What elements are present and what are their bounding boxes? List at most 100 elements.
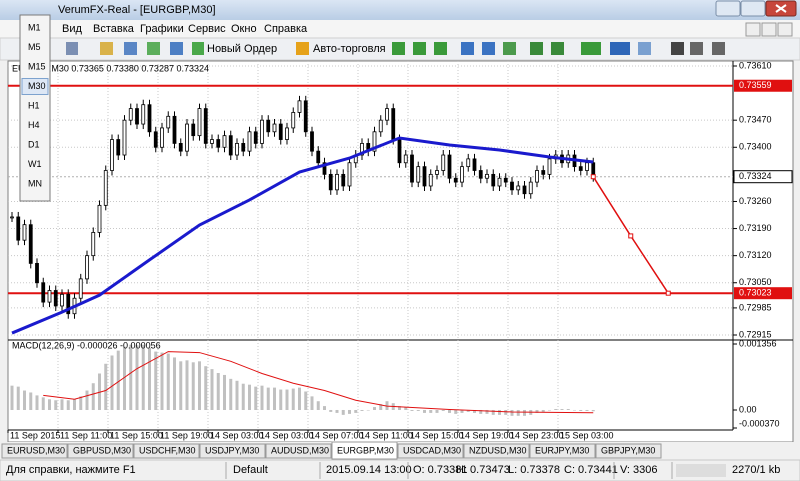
candle-body	[478, 170, 483, 179]
tool-icon[interactable]	[434, 42, 447, 55]
timeframe-item[interactable]: D1	[28, 139, 40, 149]
macd-bar	[98, 373, 101, 410]
tool-icon[interactable]	[170, 42, 183, 55]
timeframe-item[interactable]: H1	[28, 100, 40, 110]
tool-icon[interactable]	[147, 42, 160, 55]
timeframe-item[interactable]: M15	[28, 61, 46, 71]
timeframe-item[interactable]: MN	[28, 178, 42, 188]
tab-label[interactable]: EURGBP,M30	[337, 445, 394, 455]
macd-bar	[123, 346, 126, 410]
price-label: 0.73400	[739, 142, 772, 152]
tab-label[interactable]: EURUSD,M30	[7, 445, 65, 455]
tab-label[interactable]: NZDUSD,M30	[469, 445, 527, 455]
tool-icon[interactable]	[124, 42, 137, 55]
timeframe-item[interactable]: M5	[28, 42, 41, 52]
tab-label[interactable]: AUDUSD,M30	[271, 445, 329, 455]
menu-item[interactable]: Справка	[264, 23, 308, 35]
timeframe-item[interactable]: H4	[28, 120, 40, 130]
autotrading-button[interactable]: Авто-торговля	[313, 43, 386, 55]
time-label: 11 Sep 19:00	[160, 430, 213, 440]
mdi-close[interactable]	[777, 22, 793, 37]
forecast-point	[665, 290, 671, 296]
tab-label[interactable]: USDCAD,M30	[403, 445, 461, 455]
menu-item[interactable]: Сервис	[188, 23, 226, 35]
tab[interactable]	[199, 443, 266, 459]
candle-body	[428, 173, 433, 187]
tool-icon[interactable]	[551, 42, 564, 55]
macd-bar	[410, 409, 414, 411]
candle-body	[453, 177, 458, 183]
tab[interactable]	[463, 443, 530, 459]
macd-bar	[566, 409, 570, 410]
mdi-restore[interactable]	[761, 22, 777, 37]
tab[interactable]	[529, 443, 596, 459]
price-label: 0.73050	[739, 277, 772, 287]
tool-icon[interactable]	[671, 42, 684, 55]
mdi-minimize[interactable]	[745, 22, 761, 37]
autotrading-icon[interactable]	[296, 42, 309, 55]
tool-icon[interactable]	[482, 42, 495, 55]
candle-body	[228, 135, 233, 156]
candle-body	[128, 108, 133, 121]
candle-body	[216, 139, 221, 148]
minimize-button[interactable]	[715, 0, 741, 17]
candle-body	[172, 115, 177, 144]
candle-body	[35, 262, 39, 284]
tab[interactable]	[67, 443, 134, 459]
tool-icon[interactable]	[392, 42, 405, 55]
menu-item[interactable]: Окно	[231, 23, 257, 35]
tab-label[interactable]: GBPUSD,M30	[73, 445, 131, 455]
candle-body	[110, 139, 114, 171]
macd-bar	[29, 392, 33, 410]
tool-icon[interactable]	[100, 42, 113, 55]
tab-label[interactable]: USDCHF,M30	[139, 445, 196, 455]
macd-bar	[541, 409, 545, 412]
candle-body	[60, 293, 64, 307]
timeframe-item[interactable]: M1	[28, 22, 41, 32]
new-order-button[interactable]: Новый Ордер	[207, 43, 277, 55]
tab[interactable]	[265, 443, 332, 459]
candle-body	[310, 131, 314, 152]
tool-icon[interactable]	[712, 42, 725, 55]
macd-bar	[516, 409, 520, 416]
menu-item[interactable]: Вид	[62, 23, 82, 35]
tab[interactable]	[397, 443, 464, 459]
candle-body	[160, 127, 164, 148]
new-order-icon[interactable]	[192, 42, 204, 55]
menu-item[interactable]: Графики	[140, 23, 184, 35]
tab-label[interactable]: USDJPY,M30	[205, 445, 259, 455]
tool-icon[interactable]	[581, 42, 601, 55]
tool-icon[interactable]	[638, 42, 651, 55]
maximize-button[interactable]	[740, 0, 766, 17]
tool-icon[interactable]	[503, 42, 516, 55]
menu-bar	[0, 20, 800, 38]
candle-body	[460, 166, 464, 183]
macd-bar	[66, 400, 70, 410]
tab-label[interactable]: GBPJPY,M30	[601, 445, 655, 455]
tool-icon[interactable]	[610, 42, 630, 55]
tool-icon[interactable]	[461, 42, 474, 55]
candle-body	[516, 185, 521, 191]
timeframe-item[interactable]: M30	[28, 81, 46, 91]
tool-icon[interactable]	[530, 42, 543, 55]
macd-bar	[166, 353, 170, 410]
candle-body	[210, 139, 214, 144]
candle-body	[91, 232, 96, 257]
active-tab[interactable]	[331, 441, 398, 460]
tab[interactable]	[595, 443, 662, 459]
macd-signal-line	[43, 351, 594, 414]
menu-item[interactable]: Вставка	[93, 23, 135, 35]
tab[interactable]	[1, 443, 68, 459]
candle-body	[422, 166, 427, 187]
tool-icon[interactable]	[66, 42, 78, 55]
tool-icon[interactable]	[690, 42, 703, 55]
candle-body	[522, 185, 527, 195]
time-label: 11 Sep 15:00	[110, 430, 163, 440]
tool-icon[interactable]	[413, 42, 426, 55]
tab-label[interactable]: EURJPY,M30	[535, 445, 589, 455]
macd-bar	[498, 409, 501, 415]
status-high: H: 0.73473	[456, 464, 510, 476]
tab[interactable]	[133, 443, 200, 459]
timeframe-item[interactable]: W1	[28, 159, 42, 169]
candle-body	[485, 173, 489, 179]
